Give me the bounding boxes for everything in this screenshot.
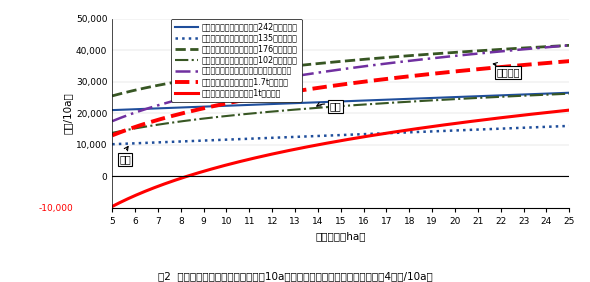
飼料イネ所得（後作コシ作付で２万円増） (483, 51, 490, 54)
大麦所得（市町村最低単収135㎏の場合） (555, 125, 562, 128)
飼料イネ所得（後作コシ作付で２万円増） (381, 62, 388, 65)
大豆所得（新潟県平均単収176㎏の場合） (109, 94, 116, 98)
飼料イネ所得（乾物単収1tの場合） (356, 136, 363, 139)
大麦所得（市町村最低単収135㎏の場合） (326, 134, 333, 137)
大麦所得（新潟県平均単収242㎏の場合） (566, 91, 573, 94)
大豆所得（市町村最低単収102㎏の場合） (329, 105, 336, 109)
飼料イネ所得（乾物単収1tの場合） (566, 108, 573, 112)
飼料イネ所得（乾物単収1.7tの場合） (566, 60, 573, 63)
飼料イネ所得（後作コシ作付で２万円増） (326, 69, 333, 73)
Text: 大麦: 大麦 (119, 146, 131, 164)
Legend: 大麦所得（新潟県平均単収242㎏の場合）, 大麦所得（市町村最低単収135㎏の場合）, 大豆所得（新潟県平均単収176㎏の場合）, 大豆所得（市町村最低単収10: 大麦所得（新潟県平均単収242㎏の場合）, 大麦所得（市町村最低単収135㎏の場… (171, 19, 301, 102)
飼料イネ所得（後作コシ作付で２万円増） (356, 65, 363, 69)
大麦所得（新潟県平均単収242㎏の場合） (109, 108, 116, 112)
飼料イネ所得（乾物単収1tの場合） (483, 118, 490, 121)
大麦所得（新潟県平均単収242㎏の場合） (555, 91, 562, 95)
大麦所得（市町村最低単収135㎏の場合） (356, 133, 363, 136)
大豆所得（市町村最低単収102㎏の場合） (326, 105, 333, 109)
大豆所得（市町村最低単収102㎏の場合） (483, 96, 490, 99)
Text: 飼料イネ: 飼料イネ (493, 63, 520, 77)
大豆所得（新潟県平均単収176㎏の場合） (483, 49, 490, 52)
Line: 大豆所得（市町村最低単収102㎏の場合）: 大豆所得（市町村最低単収102㎏の場合） (112, 94, 569, 133)
大豆所得（新潟県平均単収176㎏の場合） (381, 56, 388, 59)
飼料イネ所得（乾物単収1.7tの場合） (381, 78, 388, 81)
Line: 大麦所得（市町村最低単収135㎏の場合）: 大麦所得（市町村最低単収135㎏の場合） (112, 126, 569, 144)
飼料イネ所得（乾物単収1.7tの場合） (555, 60, 562, 64)
飼料イネ所得（乾物単収1tの場合） (381, 132, 388, 135)
飼料イネ所得（乾物単収1.7tの場合） (356, 81, 363, 84)
Line: 飼料イネ所得（乾物単収1.7tの場合）: 飼料イネ所得（乾物単収1.7tの場合） (112, 61, 569, 135)
大豆所得（市町村最低単収102㎏の場合） (109, 131, 116, 135)
Line: 飼料イネ所得（後作コシ作付で２万円増）: 飼料イネ所得（後作コシ作付で２万円増） (112, 45, 569, 121)
飼料イネ所得（乾物単収1tの場合） (109, 205, 116, 208)
飼料イネ所得（乾物単収1.7tの場合） (326, 85, 333, 88)
大麦所得（新潟県平均単収242㎏の場合） (326, 100, 333, 103)
飼料イネ所得（後作コシ作付で２万円増） (329, 69, 336, 72)
Text: 大豆: 大豆 (317, 102, 341, 111)
大麦所得（新潟県平均単収242㎏の場合） (329, 100, 336, 103)
飼料イネ所得（乾物単収1tの場合） (326, 141, 333, 144)
Line: 大麦所得（新潟県平均単収242㎏の場合）: 大麦所得（新潟県平均単収242㎏の場合） (112, 93, 569, 110)
大豆所得（市町村最低単収102㎏の場合） (356, 103, 363, 107)
飼料イネ所得（乾物単収1tの場合） (329, 140, 336, 144)
飼料イネ所得（後作コシ作付で２万円増） (109, 120, 116, 123)
飼料イネ所得（乾物単収1.7tの場合） (329, 84, 336, 88)
大豆所得（新潟県平均単収176㎏の場合） (566, 44, 573, 47)
大麦所得（市町村最低単収135㎏の場合） (329, 134, 336, 137)
飼料イネ所得（乾物単収1tの場合） (555, 110, 562, 113)
大豆所得（新潟県平均単収176㎏の場合） (356, 58, 363, 61)
Text: 図2  作物別・単収別・作付規模別の10a当たり所得（自作地の場合、助成は4万円/10a）: 図2 作物別・単収別・作付規模別の10a当たり所得（自作地の場合、助成は4万円/… (158, 271, 432, 281)
大麦所得（新潟県平均単収242㎏の場合） (483, 94, 490, 98)
大豆所得（市町村最低単収102㎏の場合） (566, 92, 573, 95)
飼料イネ所得（乾物単収1.7tの場合） (483, 67, 490, 70)
大豆所得（新潟県平均単収176㎏の場合） (326, 61, 333, 64)
大豆所得（市町村最低単収102㎏の場合） (381, 102, 388, 105)
大麦所得（市町村最低単収135㎏の場合） (109, 142, 116, 146)
大豆所得（市町村最低単収102㎏の場合） (555, 92, 562, 96)
飼料イネ所得（後作コシ作付で２万円増） (555, 45, 562, 48)
Y-axis label: （円/10a）: （円/10a） (63, 92, 73, 134)
大麦所得（新潟県平均単収242㎏の場合） (356, 99, 363, 102)
大麦所得（市町村最低単収135㎏の場合） (566, 124, 573, 127)
大麦所得（市町村最低単収135㎏の場合） (483, 127, 490, 131)
X-axis label: 作付規模（ha）: 作付規模（ha） (316, 232, 366, 242)
Text: -10,000: -10,000 (38, 204, 73, 213)
大麦所得（新潟県平均単収242㎏の場合） (381, 98, 388, 102)
Line: 大豆所得（新潟県平均単収176㎏の場合）: 大豆所得（新潟県平均単収176㎏の場合） (112, 45, 569, 96)
飼料イネ所得（後作コシ作付で２万円増） (566, 44, 573, 47)
Line: 飼料イネ所得（乾物単収1tの場合）: 飼料イネ所得（乾物単収1tの場合） (112, 110, 569, 206)
大豆所得（新潟県平均単収176㎏の場合） (329, 61, 336, 64)
大豆所得（新潟県平均単収176㎏の場合） (555, 44, 562, 48)
大麦所得（市町村最低単収135㎏の場合） (381, 132, 388, 135)
飼料イネ所得（乾物単収1.7tの場合） (109, 134, 116, 137)
